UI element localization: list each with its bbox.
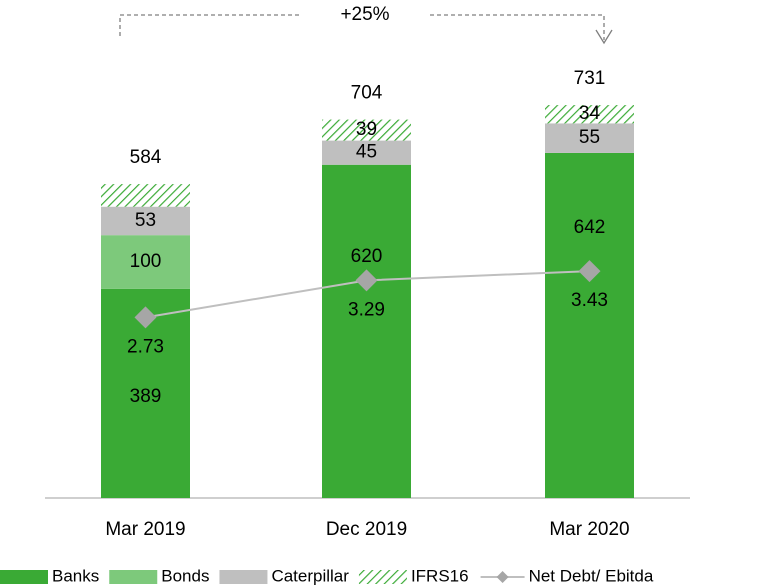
legend-label: Caterpillar xyxy=(271,566,349,585)
legend-label: Banks xyxy=(52,566,99,585)
data-label: 642 xyxy=(574,217,606,238)
bar-segment xyxy=(545,152,634,499)
total-label: 584 xyxy=(130,147,162,168)
line-label: 3.43 xyxy=(571,290,608,311)
annotation: +25% xyxy=(340,4,389,25)
line-marker xyxy=(355,269,378,292)
data-label: 389 xyxy=(130,386,162,407)
line-marker xyxy=(578,260,601,283)
x-tick-label: Dec 2019 xyxy=(326,519,407,540)
x-tick-label: Mar 2020 xyxy=(549,519,629,540)
legend-swatch xyxy=(358,570,407,584)
bar-segment xyxy=(101,235,190,289)
bar-segment xyxy=(322,119,411,141)
data-label: 45 xyxy=(356,142,377,163)
data-label: 39 xyxy=(356,119,377,140)
data-label: 55 xyxy=(579,127,600,148)
legend-swatch xyxy=(0,570,48,584)
bar-segment xyxy=(322,164,411,498)
total-label: 731 xyxy=(574,68,606,89)
legend-swatch xyxy=(109,570,158,584)
data-label: 34 xyxy=(579,103,601,124)
total-label: 704 xyxy=(351,83,383,104)
bar-segment xyxy=(545,105,634,124)
legend-label: Bonds xyxy=(161,566,209,585)
legend-label: Net Debt/ Ebitda xyxy=(529,566,654,585)
legend-label: IFRS16 xyxy=(411,566,469,585)
data-label: 100 xyxy=(130,251,162,272)
line-label: 2.73 xyxy=(127,336,164,357)
bracket-right xyxy=(430,14,605,40)
bar-segment xyxy=(101,206,190,236)
legend-marker xyxy=(496,571,509,583)
bar-segment xyxy=(545,123,634,153)
line-label: 3.29 xyxy=(348,299,385,320)
x-tick-label: Mar 2019 xyxy=(105,519,185,540)
bracket-arrow xyxy=(595,29,613,45)
line-marker xyxy=(134,306,157,329)
bar-segment xyxy=(101,184,190,207)
legend-swatch xyxy=(219,570,268,584)
data-label: 53 xyxy=(135,210,156,231)
bracket-left xyxy=(119,14,300,36)
data-label: 620 xyxy=(351,246,383,267)
bar-segment xyxy=(322,140,411,165)
